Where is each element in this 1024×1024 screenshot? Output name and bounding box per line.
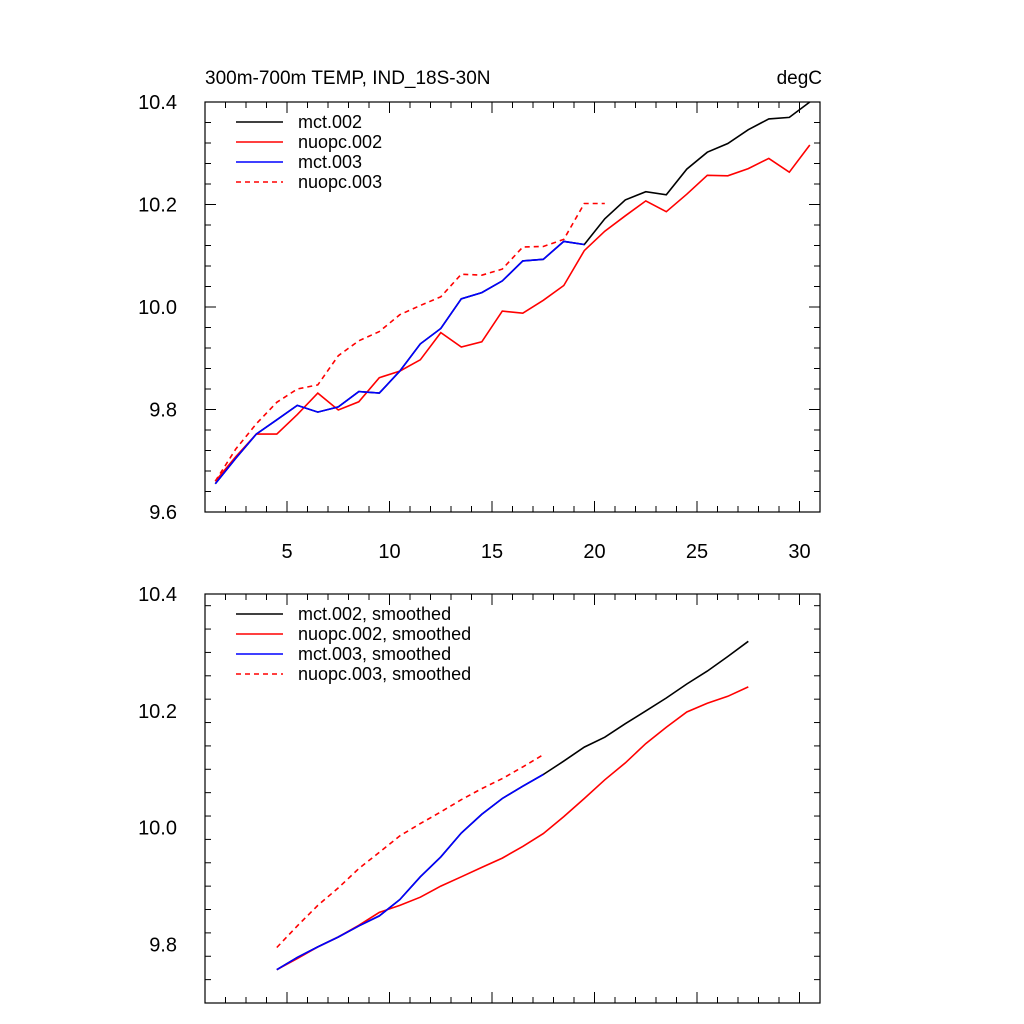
y-tick-label: 9.8: [149, 400, 177, 422]
y-tick-label: 10.2: [138, 195, 177, 217]
legend-label: nuopc.002: [298, 132, 382, 152]
bottom-series: [276, 640, 749, 971]
legend-label: mct.002, smoothed: [298, 604, 451, 624]
x-tick-label: 5: [281, 541, 292, 563]
chart-title: 300m-700m TEMP, IND_18S-30N: [205, 68, 490, 89]
y-tick-label: 10.4: [138, 584, 177, 606]
legend-label: nuopc.003, smoothed: [298, 664, 471, 684]
x-tick-label: 15: [481, 541, 503, 563]
series-line: [214, 144, 811, 482]
bottom-axes: 9.8 10.0 10.2 10.4: [138, 584, 821, 1004]
x-tick-label: 30: [788, 541, 810, 563]
top-series: [214, 101, 811, 485]
y-tick-label: 10.4: [138, 92, 177, 114]
series-line: [214, 240, 585, 485]
y-tick-label: 10.0: [138, 818, 177, 840]
top-axes: 5 10 15 20 25 30 9.6 9.8 10.0 10.2 10.4: [138, 92, 821, 563]
units-label: degC: [777, 68, 822, 89]
x-tick-label: 20: [583, 541, 605, 563]
y-tick-label: 10.0: [138, 297, 177, 319]
x-tick-label: 25: [686, 541, 708, 563]
series-line: [214, 202, 605, 482]
y-tick-label: 9.8: [149, 935, 177, 957]
legend-label: nuopc.003: [298, 172, 382, 192]
y-tick-label: 10.2: [138, 701, 177, 723]
series-line: [276, 640, 749, 971]
y-tick-label: 9.6: [149, 502, 177, 524]
series-line: [276, 754, 544, 949]
x-tick-label: 10: [378, 541, 400, 563]
top-panel: 300m-700m TEMP, IND_18S-30N degC 5 10 15 20…: [138, 68, 822, 563]
series-line: [276, 773, 544, 971]
series-line: [276, 686, 749, 971]
legend-label: mct.003, smoothed: [298, 644, 451, 664]
legend-label: mct.003: [298, 152, 362, 172]
bottom-panel: 9.810.010.210.4 mct.002, smoothednuopc.0…: [138, 584, 821, 1004]
legend-label: mct.002: [298, 112, 362, 132]
legend-label: nuopc.002, smoothed: [298, 624, 471, 644]
